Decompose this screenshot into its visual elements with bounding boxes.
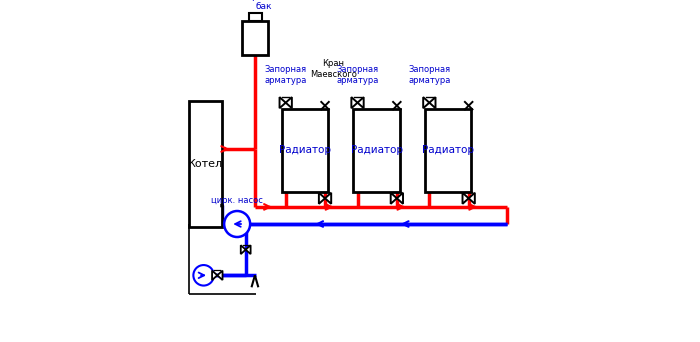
- Bar: [354, 109, 400, 192]
- Polygon shape: [469, 193, 475, 204]
- Text: Радиатор: Радиатор: [279, 145, 330, 156]
- Polygon shape: [319, 193, 325, 204]
- Text: Запорная
арматура: Запорная арматура: [336, 65, 379, 84]
- Text: Кран
Маевского: Кран Маевского: [310, 59, 357, 79]
- Polygon shape: [429, 97, 435, 108]
- Bar: [242, 21, 268, 55]
- Text: Расширительный
бак: Расширительный бак: [223, 0, 305, 11]
- Polygon shape: [391, 193, 397, 204]
- Polygon shape: [286, 97, 292, 108]
- Bar: [281, 109, 328, 192]
- Text: цирк. насос: цирк. насос: [211, 196, 263, 205]
- Text: Котел: Котел: [188, 159, 223, 169]
- Bar: [425, 109, 471, 192]
- Circle shape: [224, 211, 250, 237]
- Polygon shape: [325, 193, 331, 204]
- Polygon shape: [351, 97, 358, 108]
- Bar: [248, 13, 262, 21]
- Text: Радиатор: Радиатор: [351, 145, 402, 156]
- Polygon shape: [463, 193, 469, 204]
- Circle shape: [193, 265, 214, 286]
- Polygon shape: [424, 97, 429, 108]
- Text: Запорная
арматура: Запорная арматура: [265, 65, 307, 84]
- Polygon shape: [246, 245, 251, 254]
- Polygon shape: [241, 245, 246, 254]
- Polygon shape: [217, 271, 223, 280]
- Polygon shape: [212, 271, 217, 280]
- Text: Запорная
арматура: Запорная арматура: [408, 65, 451, 84]
- Polygon shape: [358, 97, 364, 108]
- Text: Радиатор: Радиатор: [422, 145, 475, 156]
- Polygon shape: [397, 193, 403, 204]
- Polygon shape: [279, 97, 286, 108]
- Bar: [189, 101, 222, 227]
